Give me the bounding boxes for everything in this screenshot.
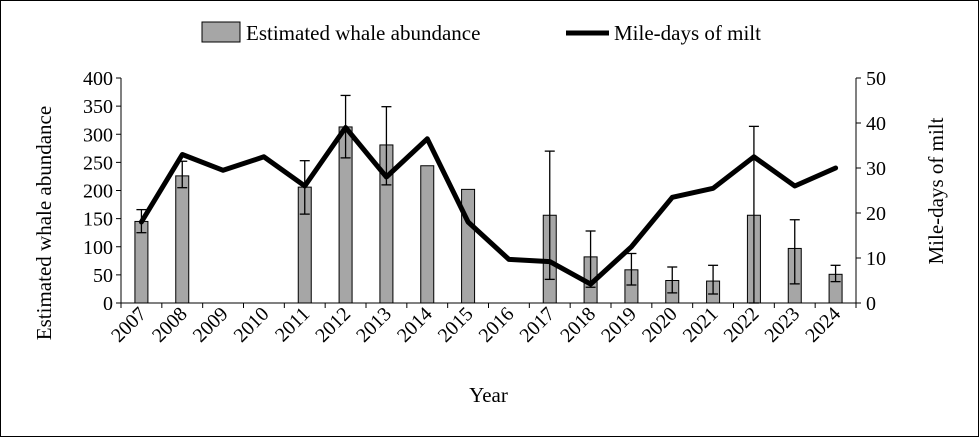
y-tick-label: 100 [83, 237, 113, 259]
y2-tick-label: 10 [866, 248, 886, 270]
x-tick-label: 2013 [352, 303, 396, 347]
y2-axis-title: Mile-days of milt [924, 117, 948, 264]
y-tick-label: 300 [83, 124, 113, 146]
milt-point-2007 [140, 221, 143, 223]
legend-line-label: Mile-days of milt [614, 21, 761, 45]
milt-point-2013 [385, 176, 388, 178]
y-tick-label: 200 [83, 181, 113, 203]
x-tick-label: 2015 [434, 303, 478, 347]
milt-point-2011 [303, 185, 306, 187]
x-tick-label: 2008 [148, 303, 192, 347]
milt-point-2014 [426, 137, 429, 140]
y-tick-label: 50 [93, 265, 113, 287]
y-tick-label: 350 [83, 96, 113, 118]
x-tick-label: 2023 [760, 303, 804, 347]
x-tick-label: 2022 [720, 303, 764, 347]
x-tick-label: 2010 [230, 303, 274, 347]
x-tick-label: 2007 [107, 303, 151, 347]
milt-point-2009 [222, 169, 224, 172]
legend-bar-swatch [201, 21, 241, 43]
y-tick-label: 150 [83, 209, 113, 231]
milt-point-2010 [263, 155, 265, 158]
milt-point-2020 [671, 196, 674, 199]
x-tick-label: 2016 [475, 303, 519, 347]
y-axis-title: Estimated whale abundance [32, 106, 56, 340]
x-axis-title: Year [469, 383, 508, 407]
bar-2007 [134, 220, 149, 304]
milt-point-2023 [793, 185, 796, 187]
x-tick-label: 2019 [597, 303, 641, 347]
x-tick-label: 2017 [515, 303, 559, 347]
milt-line [138, 125, 839, 287]
y2-tick-label: 20 [866, 203, 886, 225]
milt-point-2021 [712, 187, 714, 190]
y2-tick-label: 50 [866, 68, 886, 90]
milt-point-2024 [834, 167, 837, 169]
milt-point-2016 [508, 258, 510, 261]
y-tick-label: 250 [83, 152, 113, 174]
milt-point-2018 [589, 283, 592, 285]
legend-bar-label: Estimated whale abundance [246, 21, 480, 45]
milt-point-2015 [467, 221, 469, 223]
bar-2008 [175, 175, 190, 304]
y2-tick-label: 30 [866, 158, 886, 180]
milt-point-2019 [630, 245, 633, 248]
x-tick-label: 2018 [556, 303, 600, 347]
x-tick-label: 2021 [679, 303, 723, 347]
bar-2015 [461, 188, 476, 304]
y2-tick-label: 0 [866, 293, 876, 315]
x-tick-label: 2012 [311, 303, 355, 347]
x-tick-label: 2011 [271, 303, 314, 346]
x-tick-label: 2009 [189, 303, 233, 347]
milt-point-2022 [753, 155, 755, 158]
bar-2014 [420, 165, 435, 304]
x-tick-label: 2014 [393, 303, 437, 347]
plot-area: 0501001502002503003504000102030405020072… [32, 68, 948, 407]
y2-tick-label: 40 [866, 113, 886, 135]
y-tick-label: 0 [103, 293, 113, 315]
milt-point-2008 [181, 153, 184, 156]
y-tick-label: 400 [83, 68, 113, 90]
x-tick-label: 2024 [801, 303, 845, 347]
x-tick-label: 2020 [638, 303, 682, 347]
legend: Estimated whale abundance Mile-days of m… [201, 21, 761, 45]
milt-point-2012 [344, 126, 347, 129]
milt-point-2017 [548, 260, 551, 263]
